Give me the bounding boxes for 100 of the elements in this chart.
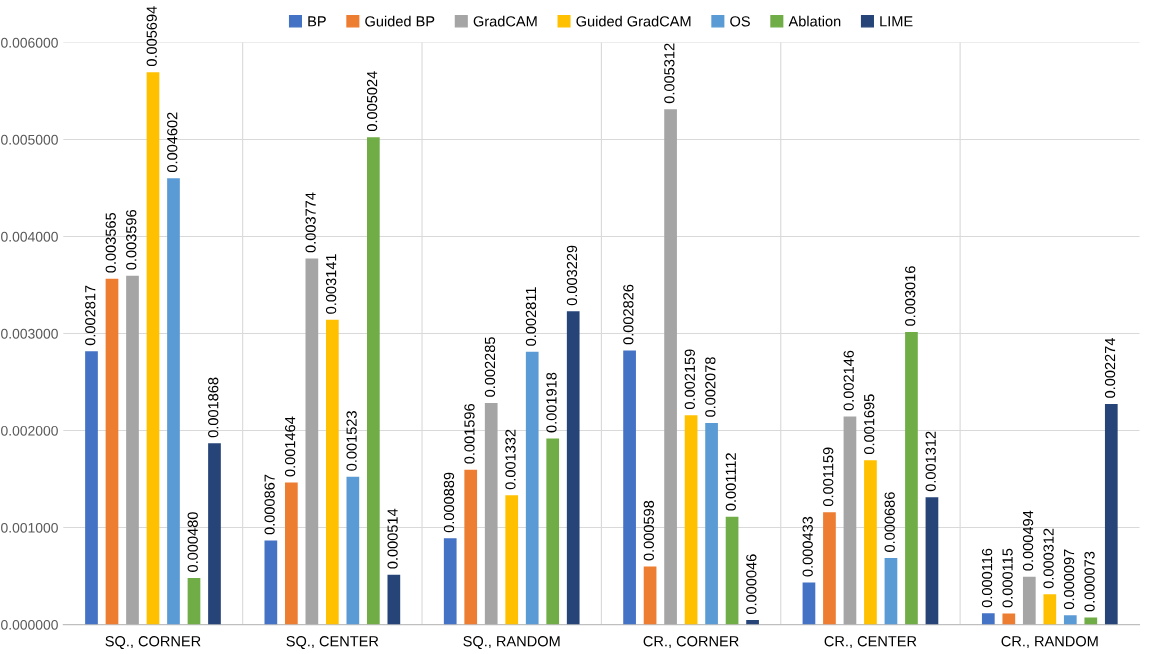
bar (884, 558, 898, 625)
data-label: 0.000686 (884, 492, 895, 552)
bar (208, 443, 221, 625)
bar (146, 72, 160, 625)
bar (864, 460, 877, 625)
x-tick-label: CR., CORNER (643, 636, 739, 649)
data-label: 0.001695 (864, 394, 875, 455)
data-label: 0.003229 (566, 245, 578, 306)
bar (126, 275, 139, 625)
bar (167, 178, 180, 625)
bar (705, 422, 718, 625)
bar (326, 319, 339, 625)
x-tick-label: SQ., CENTER (286, 636, 379, 649)
legend-label: Ablation (788, 15, 841, 27)
x-tick-label: SQ., CORNER (105, 636, 201, 649)
data-label: 0.001523 (346, 411, 357, 471)
data-label: 0.001332 (505, 429, 516, 490)
bar (623, 350, 636, 625)
bar (346, 476, 360, 625)
bar (1084, 617, 1098, 625)
data-label: 0.000433 (802, 516, 813, 577)
data-label: 0.001596 (464, 404, 475, 464)
bar (305, 258, 319, 625)
bar (843, 416, 857, 625)
legend-label: GradCAM (473, 15, 537, 27)
y-tick-label: 0.006000 (1, 37, 58, 48)
data-label: 0.001464 (284, 416, 296, 477)
data-label: 0.005694 (146, 6, 157, 67)
data-label: 0.005024 (366, 71, 378, 132)
bar (443, 538, 457, 625)
bar (725, 516, 739, 625)
data-label: 0.002811 (525, 287, 537, 346)
legend-label: BP (308, 16, 326, 27)
bar (684, 415, 698, 625)
data-label: 0.000046 (746, 554, 757, 614)
y-tick-label: 0.005000 (1, 134, 58, 145)
bar (187, 578, 201, 625)
bar (484, 402, 498, 625)
bar (1002, 613, 1016, 625)
data-label: 0.000494 (1022, 510, 1034, 571)
data-label: 0.002817 (85, 285, 96, 346)
x-tick-label: SQ., RANDOM (463, 636, 560, 649)
data-label: 0.001159 (823, 447, 834, 507)
bar (643, 566, 657, 625)
data-label: 0.003565 (105, 212, 116, 273)
bar (1043, 594, 1057, 625)
data-label: 0.002274 (1104, 338, 1116, 398)
x-tick-label: CR., RANDOM (1001, 636, 1098, 649)
bar (925, 497, 939, 625)
data-label: 0.002826 (623, 284, 634, 345)
y-tick-label: 0.001000 (1, 522, 58, 533)
data-label: 0.000116 (981, 548, 993, 608)
bar (105, 278, 119, 625)
data-label: 0.000889 (443, 472, 455, 533)
data-label: 0.003774 (305, 192, 316, 253)
bar (264, 540, 278, 625)
data-label: 0.000598 (643, 500, 654, 561)
data-label: 0.002146 (843, 350, 854, 411)
data-label: 0.001868 (208, 377, 219, 438)
bar (366, 137, 380, 625)
bar (85, 351, 98, 625)
bar (664, 109, 677, 625)
data-label: 0.000073 (1084, 551, 1095, 612)
bar (546, 438, 560, 625)
bar (505, 495, 519, 625)
data-label: 0.001312 (925, 431, 936, 492)
data-label: 0.003596 (126, 209, 137, 270)
legend-label: OS (730, 16, 750, 27)
legend-label: Guided BP (365, 15, 435, 27)
bar (802, 582, 816, 625)
bar (1104, 403, 1118, 625)
bar (981, 613, 995, 625)
bar (823, 512, 836, 625)
bar (1022, 576, 1036, 625)
y-tick-label: 0.000000 (1, 619, 58, 630)
legend-label: LIME (880, 16, 913, 27)
y-tick-label: 0.004000 (1, 231, 58, 242)
bar (566, 311, 580, 625)
bar (285, 482, 298, 625)
data-label: 0.003016 (905, 266, 916, 326)
bar (525, 351, 539, 625)
legend-label: Guided GradCAM (576, 15, 691, 27)
bar (464, 469, 478, 625)
data-label: 0.002285 (484, 337, 496, 397)
data-label: 0.001918 (546, 372, 557, 433)
data-label: 0.004602 (167, 112, 178, 172)
data-label: 0.003141 (325, 254, 337, 314)
data-label: 0.005312 (664, 43, 675, 104)
data-label: 0.000115 (1002, 548, 1013, 608)
data-label: 0.000480 (187, 512, 198, 572)
data-label: 0.000097 (1063, 549, 1075, 610)
bar (1063, 615, 1077, 625)
data-label: 0.000514 (387, 508, 398, 569)
y-tick-label: 0.002000 (1, 425, 58, 436)
x-tick-label: CR., CENTER (824, 636, 917, 649)
bar (387, 574, 401, 625)
bar (905, 331, 918, 625)
data-label: 0.002078 (705, 357, 716, 417)
data-label: 0.002159 (684, 349, 695, 409)
data-label: 0.001112 (725, 453, 736, 511)
